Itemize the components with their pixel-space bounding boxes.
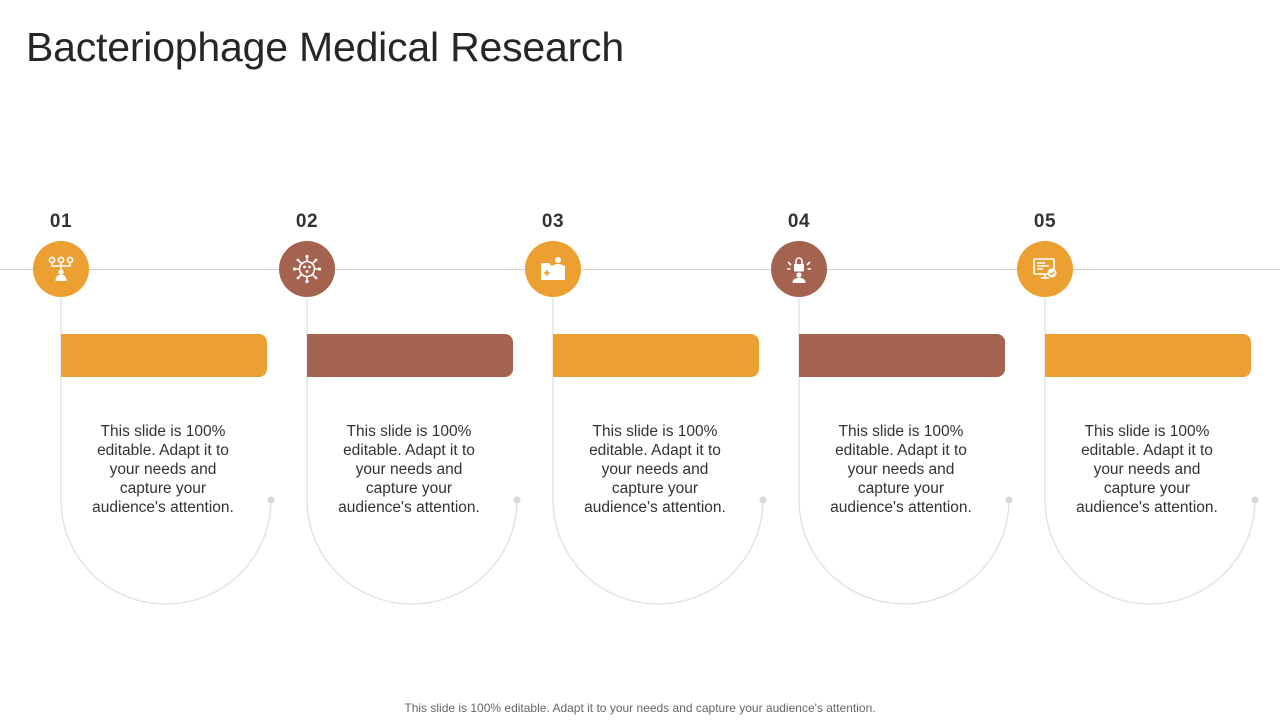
step-number: 03 xyxy=(541,211,565,232)
monitor-report-icon xyxy=(1033,258,1057,279)
step-2: 02 Add Text Here This slide is 100% edit… xyxy=(277,0,517,720)
step-label-line2: Text Here xyxy=(1114,356,1182,374)
step-4: 04 Add Text Here This slide is 100% edit… xyxy=(769,0,1009,720)
virus-cell-icon xyxy=(292,254,322,284)
step-label-line1: Add xyxy=(887,337,917,355)
step-number: 01 xyxy=(49,211,73,232)
step-label-line1: Add xyxy=(641,337,671,355)
timeline-line xyxy=(0,269,1280,270)
step-label-line2: Text Here xyxy=(622,356,690,374)
step-label: Bacteriophage Medical Research xyxy=(61,334,267,377)
step-3: 03 Add Text Here This slide is 100% edit… xyxy=(523,0,763,720)
step-label: Add Text Here xyxy=(799,334,1005,377)
step-label: Add Text Here xyxy=(307,334,513,377)
step-icon-circle xyxy=(33,241,89,297)
step-description: This slide is 100% editable. Adapt it to… xyxy=(584,423,726,516)
step-description: This slide is 100% editable. Adapt it to… xyxy=(830,423,972,516)
step-5: 05 Add Text Here This slide is 100% edit… xyxy=(1015,0,1255,720)
step-icon-circle xyxy=(1017,241,1073,297)
slide-title: Bacteriophage Medical Research xyxy=(26,24,624,70)
step-icon-circle xyxy=(525,241,581,297)
step-label-line1: Add xyxy=(1133,337,1163,355)
step-number: 04 xyxy=(787,211,811,232)
step-number: 05 xyxy=(1033,211,1057,232)
step-1: 01 Bacteriophage Medical Research This s… xyxy=(31,0,271,720)
step-label-line2: Text Here xyxy=(868,356,936,374)
researcher-lock-icon xyxy=(787,257,811,283)
step-icon-circle xyxy=(771,241,827,297)
step-description: This slide is 100% editable. Adapt it to… xyxy=(1076,423,1218,516)
medical-folder-icon xyxy=(541,257,565,280)
step-label-line1: Bacteriophage xyxy=(111,337,217,355)
footer-note: This slide is 100% editable. Adapt it to… xyxy=(404,701,876,715)
folder-cross xyxy=(544,270,550,276)
step-label: Add Text Here xyxy=(553,334,759,377)
step-icon-circle xyxy=(279,241,335,297)
step-label-line2: Text Here xyxy=(376,356,444,374)
step-label-line1: Add xyxy=(395,337,425,355)
step-description: This slide is 100% editable. Adapt it to… xyxy=(338,423,480,516)
step-number: 02 xyxy=(295,211,319,232)
network-person-icon xyxy=(48,256,74,281)
step-description: This slide is 100% editable. Adapt it to… xyxy=(92,423,234,516)
step-label-line2: Medical Research xyxy=(100,356,228,374)
step-label: Add Text Here xyxy=(1045,334,1251,377)
